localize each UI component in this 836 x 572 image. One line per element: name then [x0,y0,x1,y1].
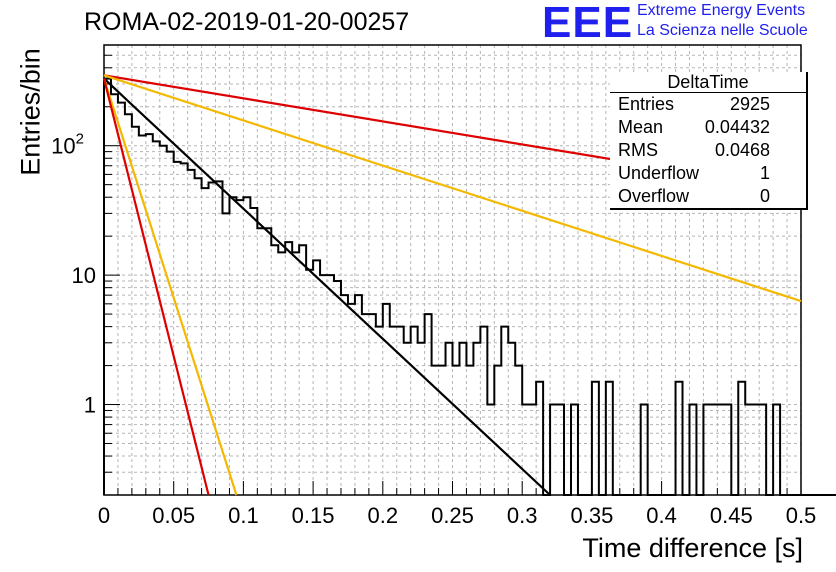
y-tick-label: 1 [84,393,96,418]
stats-box-title: DeltaTime [667,72,749,92]
x-tick-label: 0.1 [228,503,259,528]
stats-value: 2925 [729,94,770,114]
stats-box-rule [610,92,806,93]
stats-label: Overflow [618,186,690,206]
stats-value: 0.0468 [714,140,770,160]
x-tick-label: 0 [98,503,110,528]
eee-logo: EEE [542,0,634,47]
x-tick-label: 0.5 [786,503,817,528]
fit-line-0 [103,77,551,496]
stats-label: Entries [618,94,675,114]
stats-row-mean: Mean 0.04432 [618,116,770,138]
x-tick-label: 0.25 [431,503,474,528]
x-tick-label: 0.2 [368,503,399,528]
stats-row-entries: Entries 2925 [618,93,770,115]
logo-line-2: La Scienza nelle Scuole [637,22,808,39]
stats-box: DeltaTime Entries 2925 Mean 0.04432 RMS … [610,72,808,210]
stats-row-overflow: Overflow 0 [618,185,770,207]
histogram-line [103,77,836,496]
x-tick-label: 0.3 [507,503,538,528]
x-tick-label: 0.05 [152,503,195,528]
chart-title: ROMA-02-2019-01-20-00257 [84,8,410,36]
y-tick-label: 102 [51,131,84,159]
fit-line-4 [102,78,210,496]
stats-value: 1 [759,163,770,183]
stats-label: Underflow [618,163,700,183]
x-tick-label: 0.45 [710,503,753,528]
fit-line-3 [102,78,238,496]
fit-line-2 [103,74,802,303]
stats-row-underflow: Underflow 1 [618,162,770,184]
x-tick-label: 0.15 [292,503,335,528]
stats-label: RMS [618,140,658,160]
y-axis-label: Entries/bin [15,48,46,176]
y-tick-label: 10 [72,263,96,288]
x-tick-label: 0.35 [570,503,613,528]
stats-label: Mean [618,117,664,137]
stats-value: 0 [759,186,770,206]
stats-value: 0.04432 [704,117,770,137]
stats-row-rms: RMS 0.0468 [618,139,770,161]
x-tick-label: 0.4 [646,503,677,528]
x-axis-label: Time difference [s] [582,533,803,563]
logo-line-1: Extreme Energy Events [637,2,806,19]
